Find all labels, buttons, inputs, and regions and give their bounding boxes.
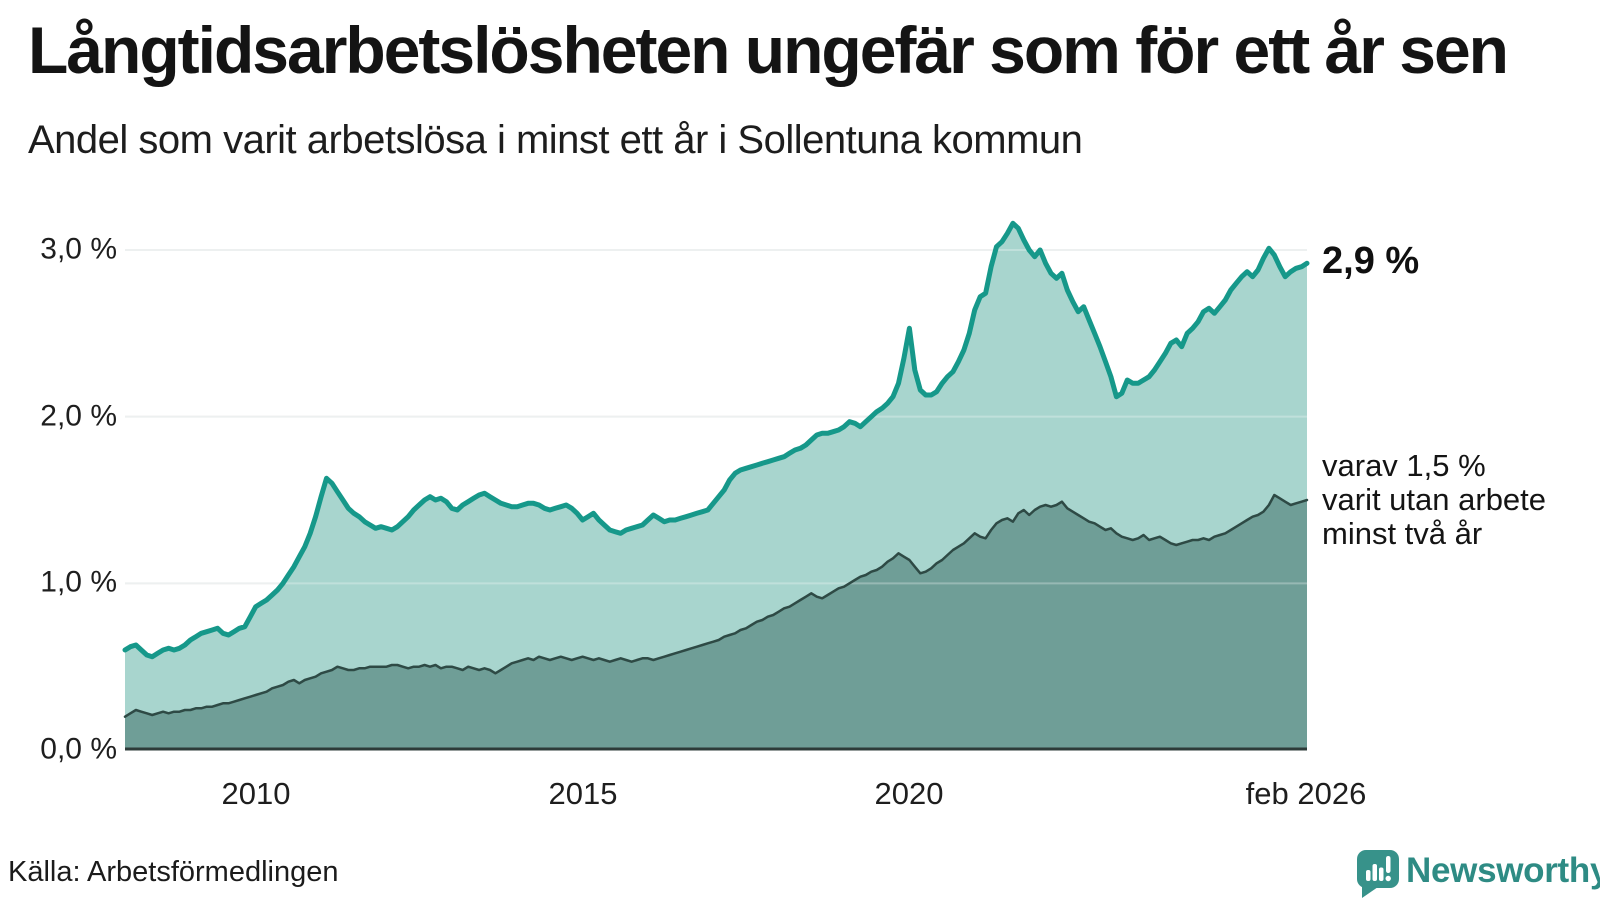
x-axis-label-2015: 2015 (548, 776, 618, 811)
newsworthy-wordmark: Newsworthy (1406, 851, 1600, 890)
x-axis-label-2010: 2010 (221, 776, 291, 811)
annotation-line-3: minst två år (1322, 516, 1483, 551)
annotation-line-2: varit utan arbete (1322, 482, 1547, 517)
y-axis-label-0: 0,0 % (40, 732, 117, 766)
source-caption: Källa: Arbetsförmedlingen (8, 856, 339, 888)
y-axis-label-1: 1,0 % (40, 565, 117, 599)
annotation-line-1: varav 1,5 % (1322, 448, 1486, 483)
end-value-annotation-total: 2,9 % (1322, 240, 1420, 282)
y-axis-label-2: 2,0 % (40, 399, 117, 433)
end-value-annotation-two-year: varav 1,5 % varit utan arbete minst två … (1322, 449, 1546, 551)
page-title: Långtidsarbetslösheten ungefär som för e… (28, 13, 1509, 87)
y-axis-label-3: 3,0 % (40, 232, 117, 266)
newsworthy-logo-icon (1357, 850, 1399, 898)
chart-subtitle: Andel som varit arbetslösa i minst ett å… (28, 118, 1083, 162)
x-axis-label-feb-2026: feb 2026 (1245, 776, 1367, 811)
x-axis-label-2020: 2020 (874, 776, 944, 811)
